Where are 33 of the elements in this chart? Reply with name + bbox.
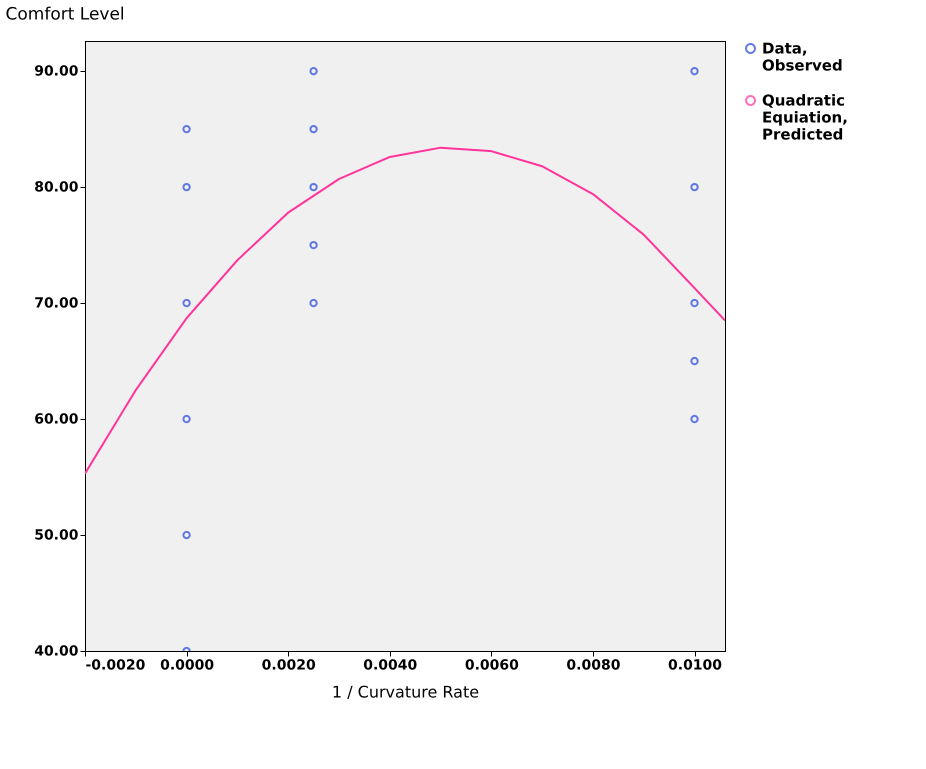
x-tick-label: 0.0000 (160, 658, 214, 674)
y-tick-label: 60.00 (34, 412, 79, 428)
y-axis-title: Comfort Level (6, 4, 125, 24)
point (690, 182, 699, 192)
point (182, 530, 191, 540)
point (182, 298, 191, 308)
point (690, 66, 699, 76)
point (309, 66, 318, 76)
legend-label: Data, Observed (762, 40, 843, 74)
y-tick-label: 90.00 (34, 64, 79, 80)
point (309, 298, 318, 308)
point (182, 124, 191, 134)
line-series (85, 146, 725, 475)
y-tick-label: 40.00 (34, 644, 79, 660)
point (309, 124, 318, 134)
point (309, 182, 318, 192)
point (182, 182, 191, 192)
point (182, 414, 191, 424)
point (309, 240, 318, 250)
x-tick-label: 0.0060 (464, 658, 520, 674)
x-tick-label: 0.0100 (668, 658, 722, 674)
point (690, 356, 699, 366)
y-tick-label: 50.00 (34, 528, 79, 544)
x-tick-label: 0.0020 (262, 658, 316, 674)
x-tick-label: 0.0080 (566, 658, 621, 674)
point (690, 298, 699, 308)
point (690, 414, 699, 424)
y-tick-label: 70.00 (34, 296, 79, 312)
x-tick-label: 0.0040 (363, 658, 418, 674)
y-tick-label: 80.00 (34, 180, 79, 196)
legend-label: Quadratic Equiation, Predicted (762, 92, 848, 144)
x-tick-label: -0.0020 (86, 658, 146, 674)
x-axis-title: 1 / Curvature Rate (332, 682, 480, 702)
